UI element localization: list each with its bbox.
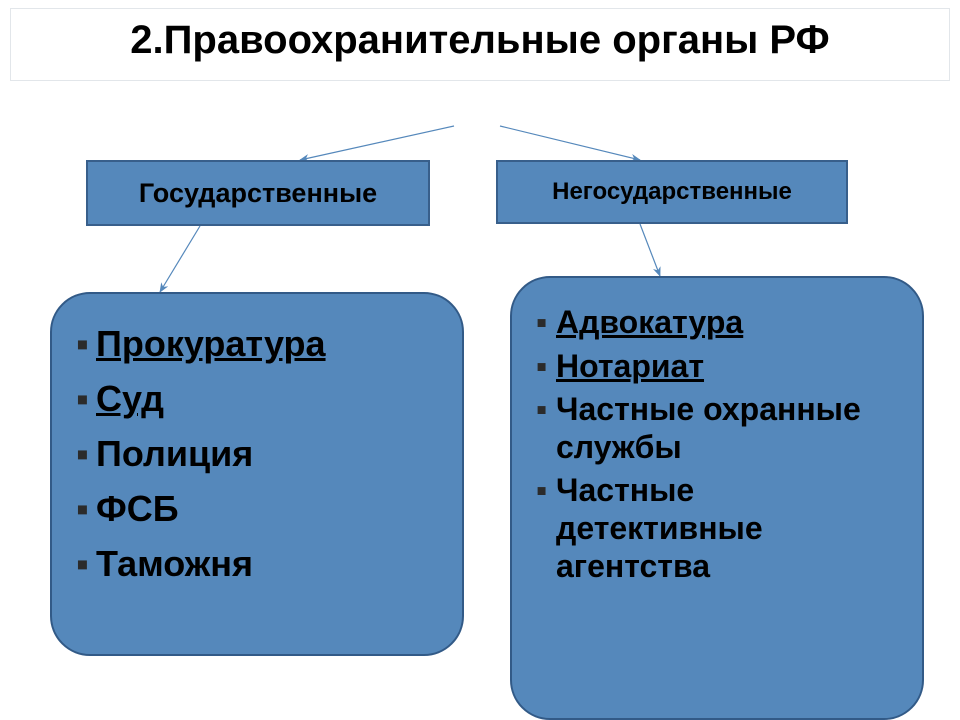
category-box-state: Государственные (86, 160, 430, 226)
list-state: Прокуратура Суд Полиция ФСБ Таможня (76, 320, 438, 589)
connector-line (640, 224, 660, 276)
list-item: Нотариат (536, 348, 898, 386)
list-item: Частные детективные агентства (536, 472, 898, 585)
list-item: Прокуратура (76, 320, 438, 369)
list-item: Частные охранные службы (536, 391, 898, 467)
list-box-nonstate: Адвокатура Нотариат Частные охранные служб… (510, 276, 924, 720)
slide-title: 2.Правоохранительные органы РФ (25, 19, 935, 62)
category-label-state: Государственные (139, 178, 377, 209)
connector-line (500, 126, 640, 160)
connector-line (300, 126, 454, 160)
category-box-nonstate: Негосударственные (496, 160, 848, 224)
list-item: Таможня (76, 540, 438, 589)
list-nonstate: Адвокатура Нотариат Частные охранные служб… (536, 304, 898, 586)
list-item: Адвокатура (536, 304, 898, 342)
category-label-nonstate: Негосударственные (552, 178, 792, 206)
slide-title-box: 2.Правоохранительные органы РФ (10, 8, 950, 81)
list-item: Суд (76, 375, 438, 424)
list-item: Полиция (76, 430, 438, 479)
list-box-state: Прокуратура Суд Полиция ФСБ Таможня (50, 292, 464, 656)
list-item: ФСБ (76, 485, 438, 534)
connector-line (160, 226, 200, 292)
